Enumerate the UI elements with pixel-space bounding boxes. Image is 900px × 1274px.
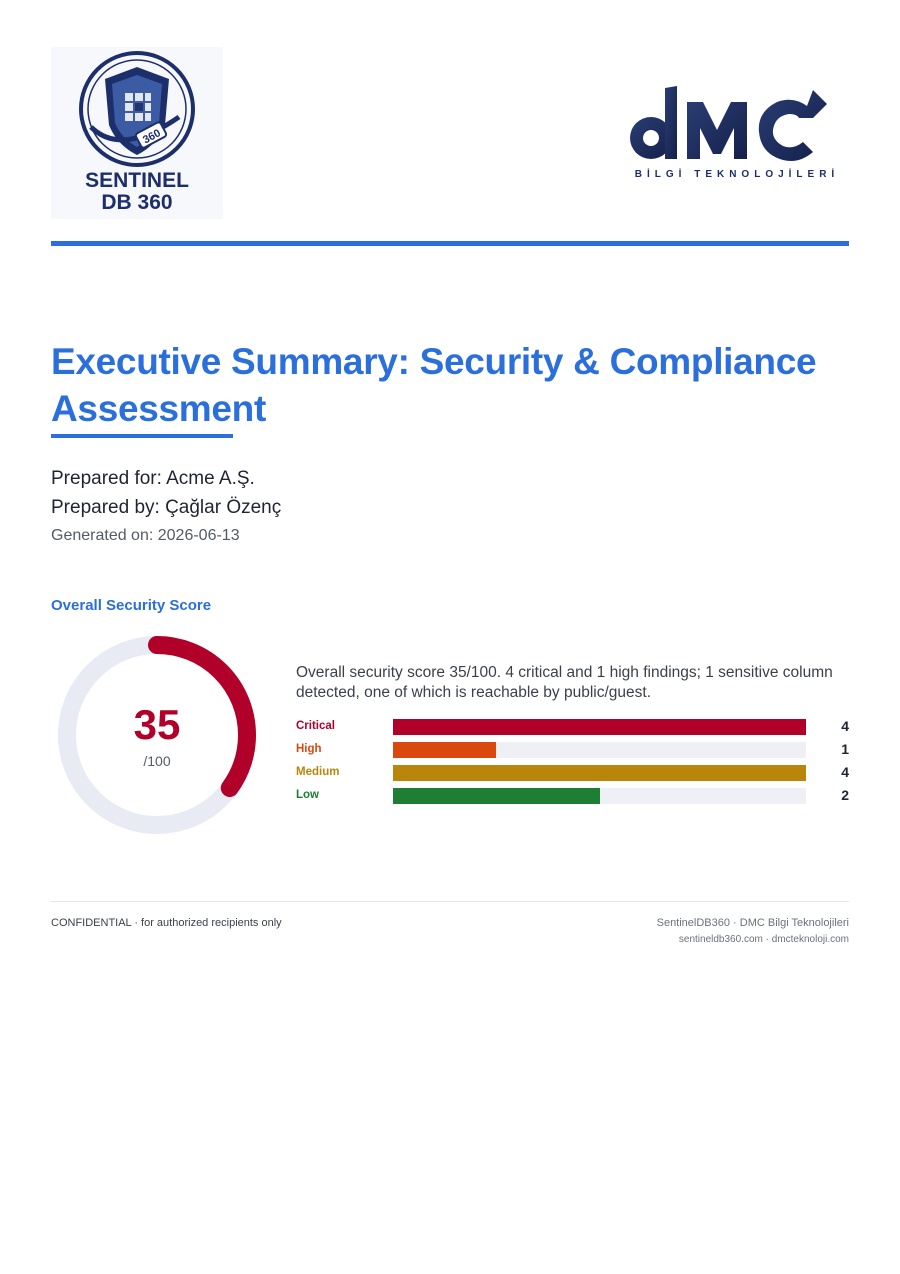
bar-fill-low	[393, 788, 600, 804]
gauge-arc	[58, 636, 256, 834]
footer-confidential: CONFIDENTIAL · for authorized recipients…	[51, 917, 282, 929]
score-value: 35	[133, 701, 181, 748]
bar-row-low: Low 2	[296, 787, 849, 810]
bar-label-critical: Critical	[296, 720, 335, 732]
bar-row-critical: Critical 4	[296, 718, 849, 741]
bar-row-medium: Medium 4	[296, 764, 849, 787]
bar-label-high: High	[296, 743, 322, 755]
sentinel-shield-logo-icon: 360 SENTINEL DB 360	[79, 51, 195, 214]
bar-fill-medium	[393, 765, 806, 781]
bar-count-medium: 4	[841, 764, 849, 780]
header-rule	[51, 241, 849, 246]
score-section-label: Overall Security Score	[51, 597, 212, 614]
svg-text:SENTINEL: SENTINEL	[85, 169, 189, 192]
prepared-for: Prepared for: Acme A.Ş.	[51, 468, 255, 489]
bar-count-high: 1	[841, 741, 849, 757]
bar-label-medium: Medium	[296, 766, 340, 778]
footer-rule	[51, 901, 849, 902]
document-title: Executive Summary: Security & Compliance…	[51, 341, 817, 429]
score-max: /100	[143, 753, 171, 769]
bar-track-low	[393, 788, 806, 804]
dmc-logo: BİLGİ TEKNOLOJİLERİ	[627, 84, 847, 184]
svg-text:DB 360: DB 360	[101, 191, 172, 214]
bar-count-low: 2	[841, 787, 849, 803]
score-summary: Overall security score 35/100. 4 critica…	[296, 664, 833, 701]
bar-row-high: High 1	[296, 741, 849, 764]
sentinel-db360-logo: 360 SENTINEL DB 360	[51, 47, 223, 219]
bar-fill-critical	[393, 719, 806, 735]
bar-track-critical	[393, 719, 806, 735]
prepared-by: Prepared by: Çağlar Özenç	[51, 497, 282, 518]
footer-websites: sentineldb360.com · dmcteknoloji.com	[678, 934, 849, 945]
bar-fill-high	[393, 742, 497, 758]
bar-label-low: Low	[296, 789, 319, 801]
bar-count-critical: 4	[841, 718, 849, 734]
severity-bar-chart: Critical 4 High 1 Medium 4 Low 2	[296, 718, 849, 810]
footer-company: SentinelDB360 · DMC Bilgi Teknolojileri	[656, 917, 849, 929]
dmc-logo-icon: BİLGİ TEKNOLOJİLERİ	[630, 86, 839, 180]
bar-track-medium	[393, 765, 806, 781]
title-underline	[51, 434, 233, 438]
score-gauge	[58, 636, 256, 834]
generated-on: Generated on: 2026-06-13	[51, 527, 240, 544]
svg-text:BİLGİ TEKNOLOJİLERİ: BİLGİ TEKNOLOJİLERİ	[635, 167, 839, 180]
bar-track-high	[393, 742, 806, 758]
